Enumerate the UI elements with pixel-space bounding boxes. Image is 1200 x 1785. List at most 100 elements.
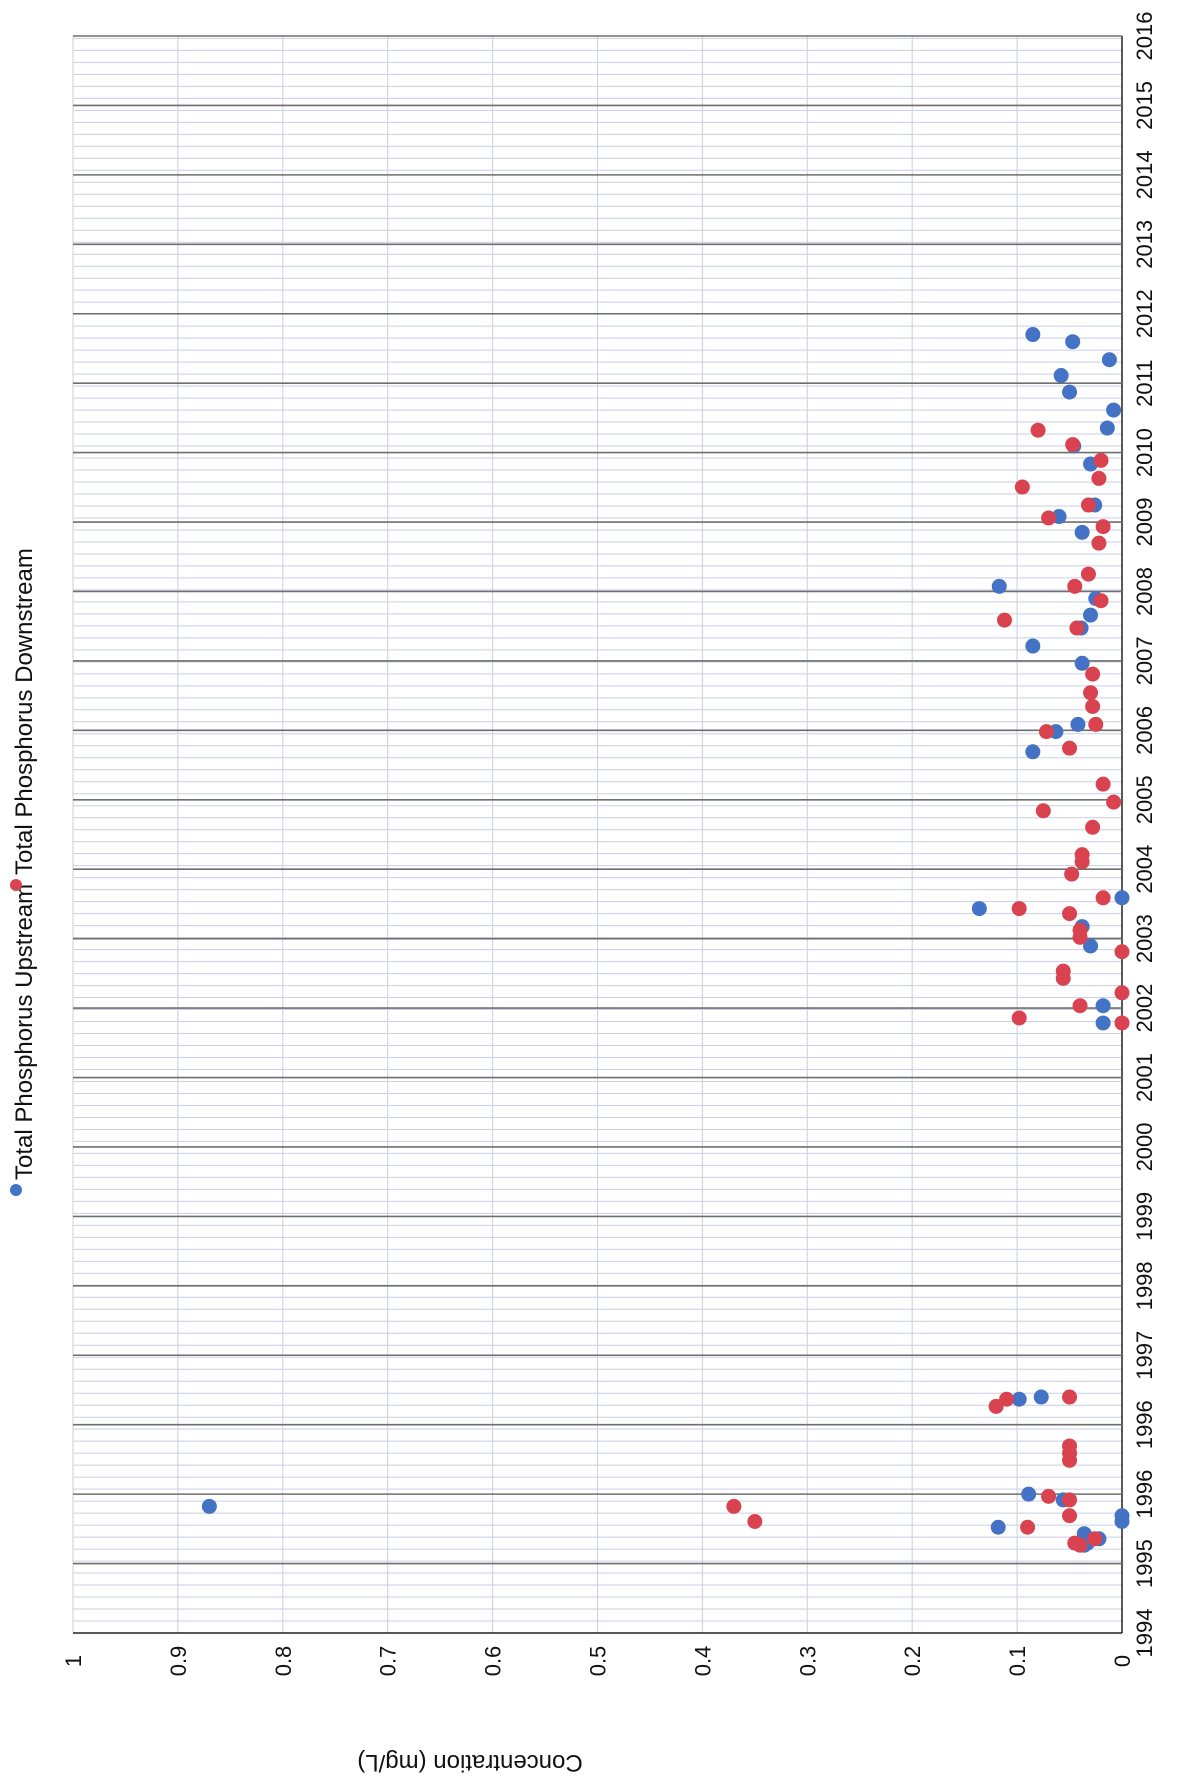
y-tick-label: 1	[61, 1655, 86, 1667]
downstream-point	[1085, 666, 1101, 682]
upstream-point	[1053, 368, 1069, 384]
upstream-point	[971, 901, 987, 917]
downstream-point	[726, 1498, 742, 1514]
x-tick-label: 2006	[1132, 706, 1157, 755]
x-tick-label: 2008	[1132, 567, 1157, 616]
upstream-point	[1099, 420, 1115, 436]
x-tick-label: 1998	[1132, 1261, 1157, 1310]
downstream-point	[1114, 944, 1130, 960]
downstream-point	[1095, 519, 1111, 535]
x-tick-label: 2003	[1132, 914, 1157, 963]
downstream-point	[988, 1398, 1004, 1414]
downstream-point	[1030, 422, 1046, 438]
downstream-point	[1062, 906, 1078, 922]
downstream-point	[1062, 1492, 1078, 1508]
downstream-point	[1062, 1508, 1078, 1524]
x-tick-label: 2007	[1132, 636, 1157, 685]
y-tick-label: 0.3	[795, 1646, 820, 1677]
downstream-point	[1041, 1488, 1057, 1504]
upstream-point	[990, 1519, 1006, 1535]
downstream-point	[1011, 901, 1027, 917]
legend-label-upstream: Total Phosphorus Upstream	[11, 884, 38, 1180]
x-tick-label: 2011	[1132, 360, 1157, 407]
downstream-point	[1072, 998, 1088, 1014]
x-tick-label: 2013	[1132, 220, 1157, 269]
x-tick-label: 2015	[1132, 81, 1157, 130]
downstream-point	[1065, 437, 1081, 453]
x-tick-label: 2014	[1132, 150, 1157, 199]
downstream-point	[1080, 566, 1096, 582]
x-tick-label: 1995	[1132, 1539, 1157, 1588]
upstream-point	[1083, 938, 1099, 954]
x-tick-label: 2009	[1132, 498, 1157, 547]
upstream-point	[1025, 638, 1041, 654]
upstream-point	[1101, 352, 1117, 368]
x-tick-label: 2016	[1132, 12, 1157, 61]
legend-marker-downstream	[10, 879, 22, 891]
downstream-point	[1114, 1015, 1130, 1031]
y-tick-label: 0.2	[900, 1646, 925, 1677]
downstream-point	[1069, 620, 1085, 636]
downstream-point	[1080, 497, 1096, 513]
x-tick-label: 2001	[1132, 1053, 1157, 1102]
downstream-point	[1035, 803, 1051, 819]
upstream-point	[1074, 524, 1090, 540]
upstream-point	[1062, 384, 1078, 400]
x-tick-label: 2000	[1132, 1122, 1157, 1171]
upstream-point	[201, 1498, 217, 1514]
upstream-point	[1025, 744, 1041, 760]
downstream-point	[1091, 535, 1107, 551]
upstream-point	[1106, 402, 1122, 418]
x-tick-label: 2010	[1132, 428, 1157, 477]
downstream-point	[1038, 724, 1054, 740]
downstream-point	[1087, 1531, 1103, 1547]
downstream-point	[1091, 470, 1107, 486]
downstream-point	[999, 1391, 1015, 1407]
y-tick-label: 0.4	[690, 1646, 715, 1677]
upstream-point	[991, 578, 1007, 594]
upstream-point	[1021, 1486, 1037, 1502]
downstream-point	[1062, 1438, 1078, 1454]
x-tick-label: 2004	[1132, 845, 1157, 894]
upstream-point	[1095, 1015, 1111, 1031]
downstream-point	[1088, 716, 1104, 732]
downstream-point	[1074, 847, 1090, 863]
downstream-point	[1093, 593, 1109, 609]
downstream-point	[1062, 740, 1078, 756]
downstream-point	[1062, 1389, 1078, 1405]
upstream-point	[1033, 1389, 1049, 1405]
x-tick-label: 2002	[1132, 984, 1157, 1033]
legend-marker-upstream	[10, 1184, 22, 1196]
downstream-point	[1095, 890, 1111, 906]
downstream-point	[1114, 985, 1130, 1001]
upstream-point	[1114, 1508, 1130, 1524]
upstream-point	[1095, 998, 1111, 1014]
y-tick-label: 0.9	[166, 1646, 191, 1677]
upstream-point	[1011, 1391, 1027, 1407]
upstream-point	[1114, 890, 1130, 906]
y-tick-label: 0.5	[586, 1646, 611, 1677]
upstream-point	[1065, 334, 1081, 350]
downstream-point	[1014, 479, 1030, 495]
y-tick-label: 0	[1110, 1655, 1135, 1667]
plot-area: 0 0.1 0.2 0.3 0.4 0.5 0.6 0.7 0.8 0.9 1 1994 1995 199…	[61, 12, 1157, 1677]
x-tick-label: 1994	[1132, 1609, 1157, 1658]
downstream-point	[1011, 1010, 1027, 1026]
x-tick-label: 1999	[1132, 1192, 1157, 1241]
upstream-point	[1025, 327, 1041, 343]
y-tick-label: 0.7	[376, 1646, 401, 1677]
legend: Total Phosphorus Upstream Total Phosphor…	[10, 548, 38, 1196]
x-tick-label: 1996	[1132, 1470, 1157, 1519]
downstream-point	[1095, 776, 1111, 792]
upstream-point	[1074, 655, 1090, 671]
downstream-point	[1093, 452, 1109, 468]
y-tick-label: 0.8	[271, 1646, 296, 1677]
y-tick-label: 0.1	[1005, 1646, 1030, 1677]
downstream-point	[1085, 698, 1101, 714]
downstream-point	[1067, 578, 1083, 594]
x-tick-label: 2012	[1132, 289, 1157, 338]
downstream-point	[1083, 685, 1099, 701]
y-axis-title: Concentration (mg/L)	[357, 1749, 582, 1776]
upstream-point	[1083, 607, 1099, 623]
